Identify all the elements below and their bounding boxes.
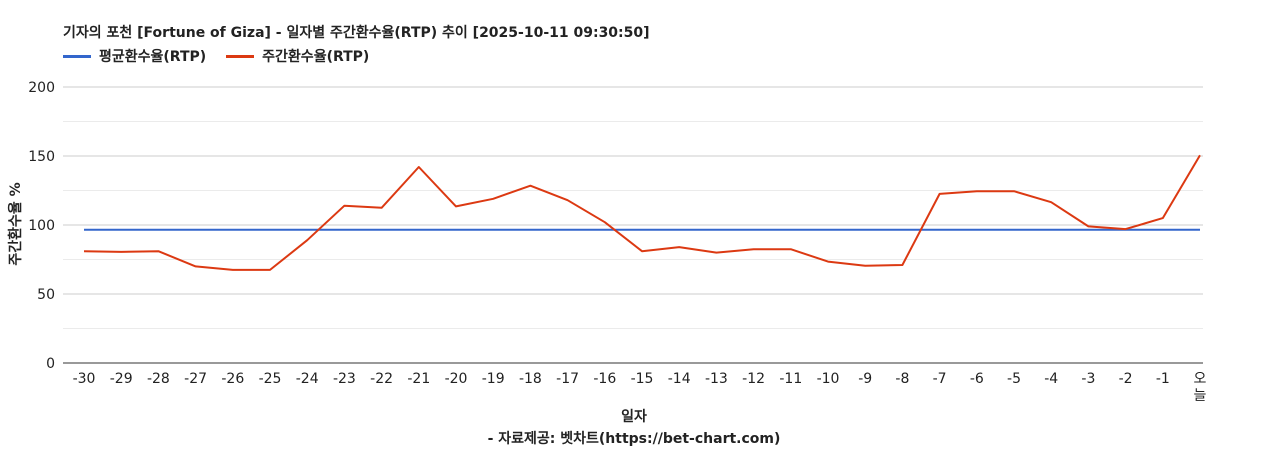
x-tick-label: -20: [445, 371, 468, 387]
x-tick-label: -30: [73, 371, 96, 387]
y-tick-label: 0: [46, 356, 55, 372]
x-tick-label: -16: [593, 371, 616, 387]
y-axis-label: 주간환수율 %: [7, 182, 24, 265]
x-tick-label: -28: [147, 371, 170, 387]
legend-item-average[interactable]: 평균환수율(RTP): [63, 46, 206, 66]
y-tick-label: 200: [28, 80, 55, 96]
x-tick-label: -27: [184, 371, 207, 387]
series-lines: [83, 154, 1201, 271]
y-tick-label: 150: [28, 149, 55, 165]
x-tick-label: -23: [333, 371, 356, 387]
x-tick-label: -3: [1081, 371, 1095, 387]
legend-label-average: 평균환수율(RTP): [99, 49, 207, 65]
x-tick-label: -17: [556, 371, 579, 387]
x-tick-label: -22: [370, 371, 393, 387]
x-tick-label: -19: [482, 371, 505, 387]
source-note: - 자료제공: 벳차트(https://bet-chart.com): [487, 431, 781, 447]
x-tick-label: -12: [742, 371, 765, 387]
x-tick-label: -9: [858, 371, 872, 387]
y-tick-labels: 0 50 100 150 200: [28, 80, 55, 372]
chart-title: 기자의 포천 [Fortune of Giza] - 일자별 주간환수율(RTP…: [63, 25, 650, 41]
x-tick-label: -8: [895, 371, 909, 387]
x-tick-label: -14: [668, 371, 691, 387]
x-tick-label: -7: [933, 371, 947, 387]
legend-item-weekly[interactable]: 주간환수율(RTP): [226, 46, 369, 66]
legend-swatch-weekly: [226, 54, 255, 58]
series-line-weekly-rtp: [83, 154, 1201, 271]
legend-swatch-average: [63, 54, 91, 58]
x-tick-label: -24: [296, 371, 319, 387]
x-tick-label: -18: [519, 371, 542, 387]
x-tick-label: -13: [705, 371, 728, 387]
x-tick-label: -1: [1156, 371, 1170, 387]
x-tick-label: -5: [1007, 371, 1021, 387]
x-tick-label: -4: [1044, 371, 1058, 387]
legend-label-weekly: 주간환수율(RTP): [262, 49, 370, 65]
x-tick-label: -15: [631, 371, 654, 387]
y-tick-label: 50: [37, 287, 55, 303]
x-tick-label: -11: [779, 371, 802, 387]
x-tick-label: -21: [407, 371, 430, 387]
legend: 평균환수율(RTP) 주간환수율(RTP): [63, 46, 389, 66]
x-tick-label: -2: [1119, 371, 1133, 387]
grid-lines: [63, 86, 1203, 364]
x-tick-label: -25: [259, 371, 282, 387]
x-axis-label: 일자: [621, 409, 647, 425]
x-tick-label: -29: [110, 371, 133, 387]
x-tick-label: -26: [221, 371, 244, 387]
x-tick-label: -10: [817, 371, 840, 387]
axis-labels: 일자 주간환수율 %: [7, 182, 647, 425]
x-tick-labels: -30 -29 -28 -27 -26 -25 -24 -23 -22 -21 -20 -19 -18-…: [73, 371, 1207, 404]
y-tick-label: 100: [28, 218, 55, 234]
x-tick-label: -6: [970, 371, 984, 387]
